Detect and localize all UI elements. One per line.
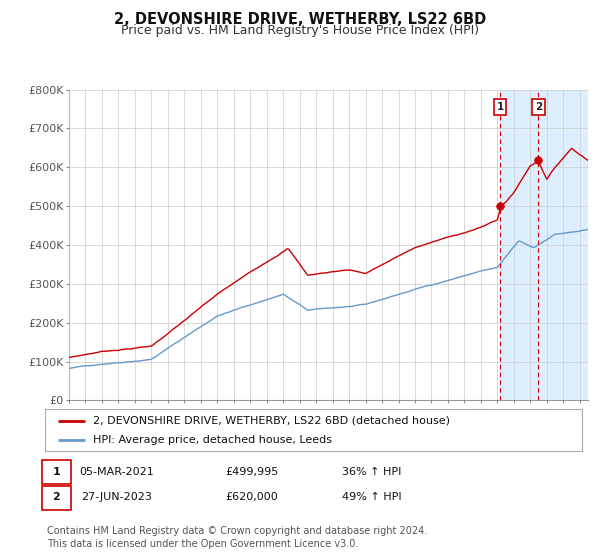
Text: 27-JUN-2023: 27-JUN-2023 (82, 492, 152, 502)
Text: 49% ↑ HPI: 49% ↑ HPI (342, 492, 402, 502)
Text: £499,995: £499,995 (226, 467, 278, 477)
Bar (500, 90, 588, 400)
Text: HPI: Average price, detached house, Leeds: HPI: Average price, detached house, Leed… (94, 435, 332, 445)
Text: 2, DEVONSHIRE DRIVE, WETHERBY, LS22 6BD (detached house): 2, DEVONSHIRE DRIVE, WETHERBY, LS22 6BD … (94, 416, 451, 426)
Text: 2: 2 (535, 102, 542, 112)
Text: 2, DEVONSHIRE DRIVE, WETHERBY, LS22 6BD: 2, DEVONSHIRE DRIVE, WETHERBY, LS22 6BD (114, 12, 486, 27)
Text: Contains HM Land Registry data © Crown copyright and database right 2024.: Contains HM Land Registry data © Crown c… (47, 526, 427, 536)
Text: 1: 1 (53, 467, 60, 477)
Text: 2: 2 (53, 492, 60, 502)
Text: 05-MAR-2021: 05-MAR-2021 (80, 467, 154, 477)
Text: £620,000: £620,000 (226, 492, 278, 502)
Text: This data is licensed under the Open Government Licence v3.0.: This data is licensed under the Open Gov… (47, 539, 358, 549)
Text: 1: 1 (497, 102, 504, 112)
Bar (500, 90, 588, 400)
Text: Price paid vs. HM Land Registry's House Price Index (HPI): Price paid vs. HM Land Registry's House … (121, 24, 479, 36)
Text: 36% ↑ HPI: 36% ↑ HPI (343, 467, 401, 477)
